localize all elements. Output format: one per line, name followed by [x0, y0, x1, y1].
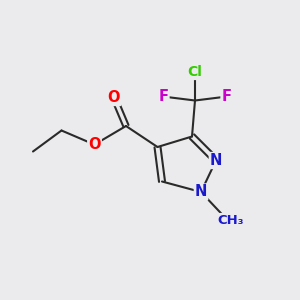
- Text: F: F: [158, 89, 169, 104]
- Text: O: O: [88, 137, 101, 152]
- Text: N: N: [195, 184, 207, 200]
- Text: F: F: [221, 89, 232, 104]
- Text: Cl: Cl: [188, 65, 202, 79]
- Text: O: O: [108, 90, 120, 105]
- Text: N: N: [210, 153, 222, 168]
- Text: CH₃: CH₃: [218, 214, 244, 227]
